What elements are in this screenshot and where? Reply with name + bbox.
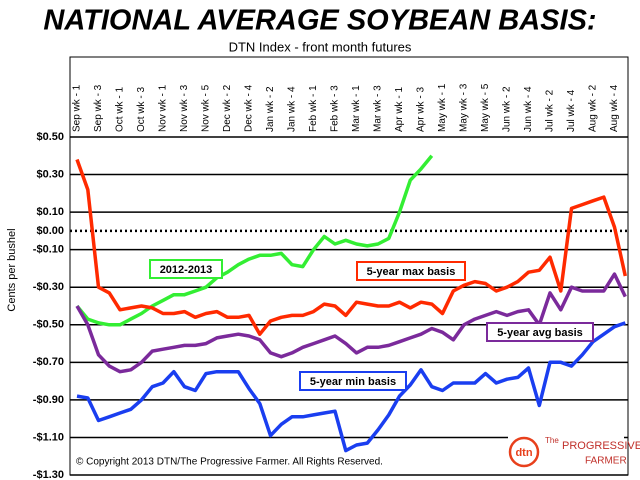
x-tick-label: Jul wk - 2 (545, 89, 556, 132)
y-axis-label: Cents per bushel (6, 228, 18, 311)
x-tick-label: Jan wk - 2 (265, 86, 276, 132)
x-tick-label: Jul wk - 4 (566, 89, 577, 132)
chart-subtitle: DTN Index - front month futures (229, 39, 412, 54)
x-tick-label: Jan wk - 4 (287, 86, 298, 132)
footer: © Copyright 2013 DTN/The Progressive Far… (76, 457, 383, 468)
x-tick-label: Oct wk - 1 (115, 87, 126, 132)
logo-the: The (545, 436, 559, 445)
x-tick-label: Nov wk - 3 (179, 84, 190, 132)
x-tick-label: Feb wk - 3 (330, 85, 341, 132)
logo-circle (508, 436, 540, 468)
y-tick-label: -$0.10 (33, 244, 64, 256)
series-line (75, 272, 627, 374)
y-tick-label: $0.10 (36, 206, 64, 218)
x-tick-label: Feb wk - 1 (308, 85, 319, 132)
series-line (75, 158, 628, 336)
y-tick-label: -$0.50 (33, 319, 64, 331)
series-label-box (149, 259, 223, 279)
series-label-box (299, 371, 407, 391)
chart-title: NATIONAL AVERAGE SOYBEAN BASIS: (43, 5, 596, 37)
x-tick-label: Sep wk - 1 (72, 84, 83, 132)
x-tick-label: Jun wk - 2 (502, 86, 513, 132)
x-tick-label: Aug wk - 4 (609, 84, 620, 132)
logo: dtn The PROGRESSIVE FARMER (508, 432, 640, 472)
series-label: 5-year min basis (310, 376, 396, 388)
x-tick-label: Nov wk - 5 (201, 84, 212, 132)
series-label: 5-year max basis (367, 266, 456, 278)
series-line (76, 321, 626, 453)
y-tick-label: -$1.30 (33, 469, 64, 480)
logo-mark: dtn (515, 447, 532, 459)
x-tick-label: May wk - 1 (437, 83, 448, 132)
series-label: 2012-2013 (160, 264, 213, 276)
x-tick-label: Dec wk - 4 (244, 84, 255, 132)
series-label-box (356, 261, 466, 281)
x-tick-label: Mar wk - 3 (373, 85, 384, 132)
x-tick-label: Mar wk - 1 (351, 85, 362, 132)
y-tick-label: -$1.10 (33, 431, 64, 443)
x-tick-label: Apr wk - 3 (416, 87, 427, 132)
x-tick-label: Aug wk - 2 (588, 84, 599, 132)
y-tick-label: -$0.70 (33, 356, 64, 368)
x-tick-label: Oct wk - 3 (136, 87, 147, 132)
y-tick-label: $0.30 (36, 168, 64, 180)
x-tick-label: May wk - 5 (480, 83, 491, 132)
x-tick-label: Nov wk - 1 (158, 84, 169, 132)
logo-name: PROGRESSIVE (562, 440, 640, 452)
x-tick-label: Sep wk - 3 (93, 84, 104, 132)
x-tick-label: Apr wk - 1 (394, 87, 405, 132)
y-tick-label: -$0.90 (33, 394, 64, 406)
x-tick-label: May wk - 3 (459, 83, 470, 132)
series-line (75, 154, 434, 327)
y-tick-label: $0.00 (36, 225, 64, 237)
x-tick-label: Jun wk - 4 (523, 86, 534, 132)
logo-sub: FARMER (585, 456, 627, 467)
y-tick-label: $0.50 (36, 131, 64, 143)
y-tick-label: -$0.30 (33, 281, 64, 293)
series-label: 5-year avg basis (497, 327, 583, 339)
x-tick-label: Dec wk - 2 (222, 84, 233, 132)
series-label-box (486, 322, 594, 342)
